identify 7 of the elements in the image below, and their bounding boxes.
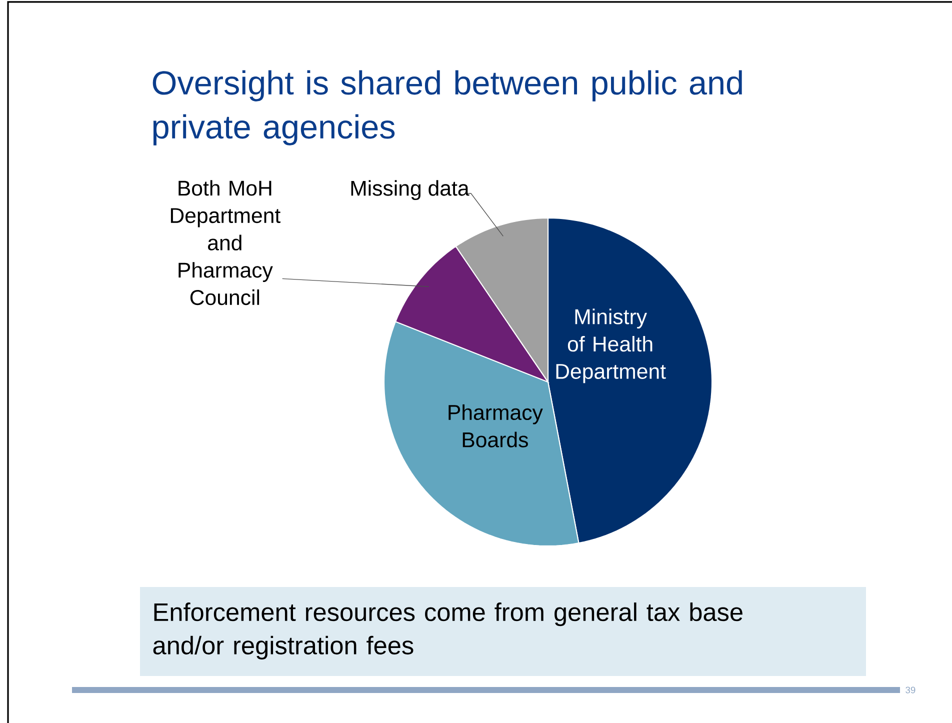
slice-label: Both MoH Department and Pharmacy Council xyxy=(170,180,280,306)
slice-label: Pharmacy Boards xyxy=(448,404,543,448)
chart-title: Oversight is shared between public and private agencies xyxy=(152,70,742,146)
slice-label: Missing data xyxy=(351,180,470,200)
text: 39 xyxy=(906,686,916,694)
slice-label: Ministry of Health Department xyxy=(556,308,666,384)
text: Enforcement resources come from general tax base and/or registration fees xyxy=(153,602,742,660)
